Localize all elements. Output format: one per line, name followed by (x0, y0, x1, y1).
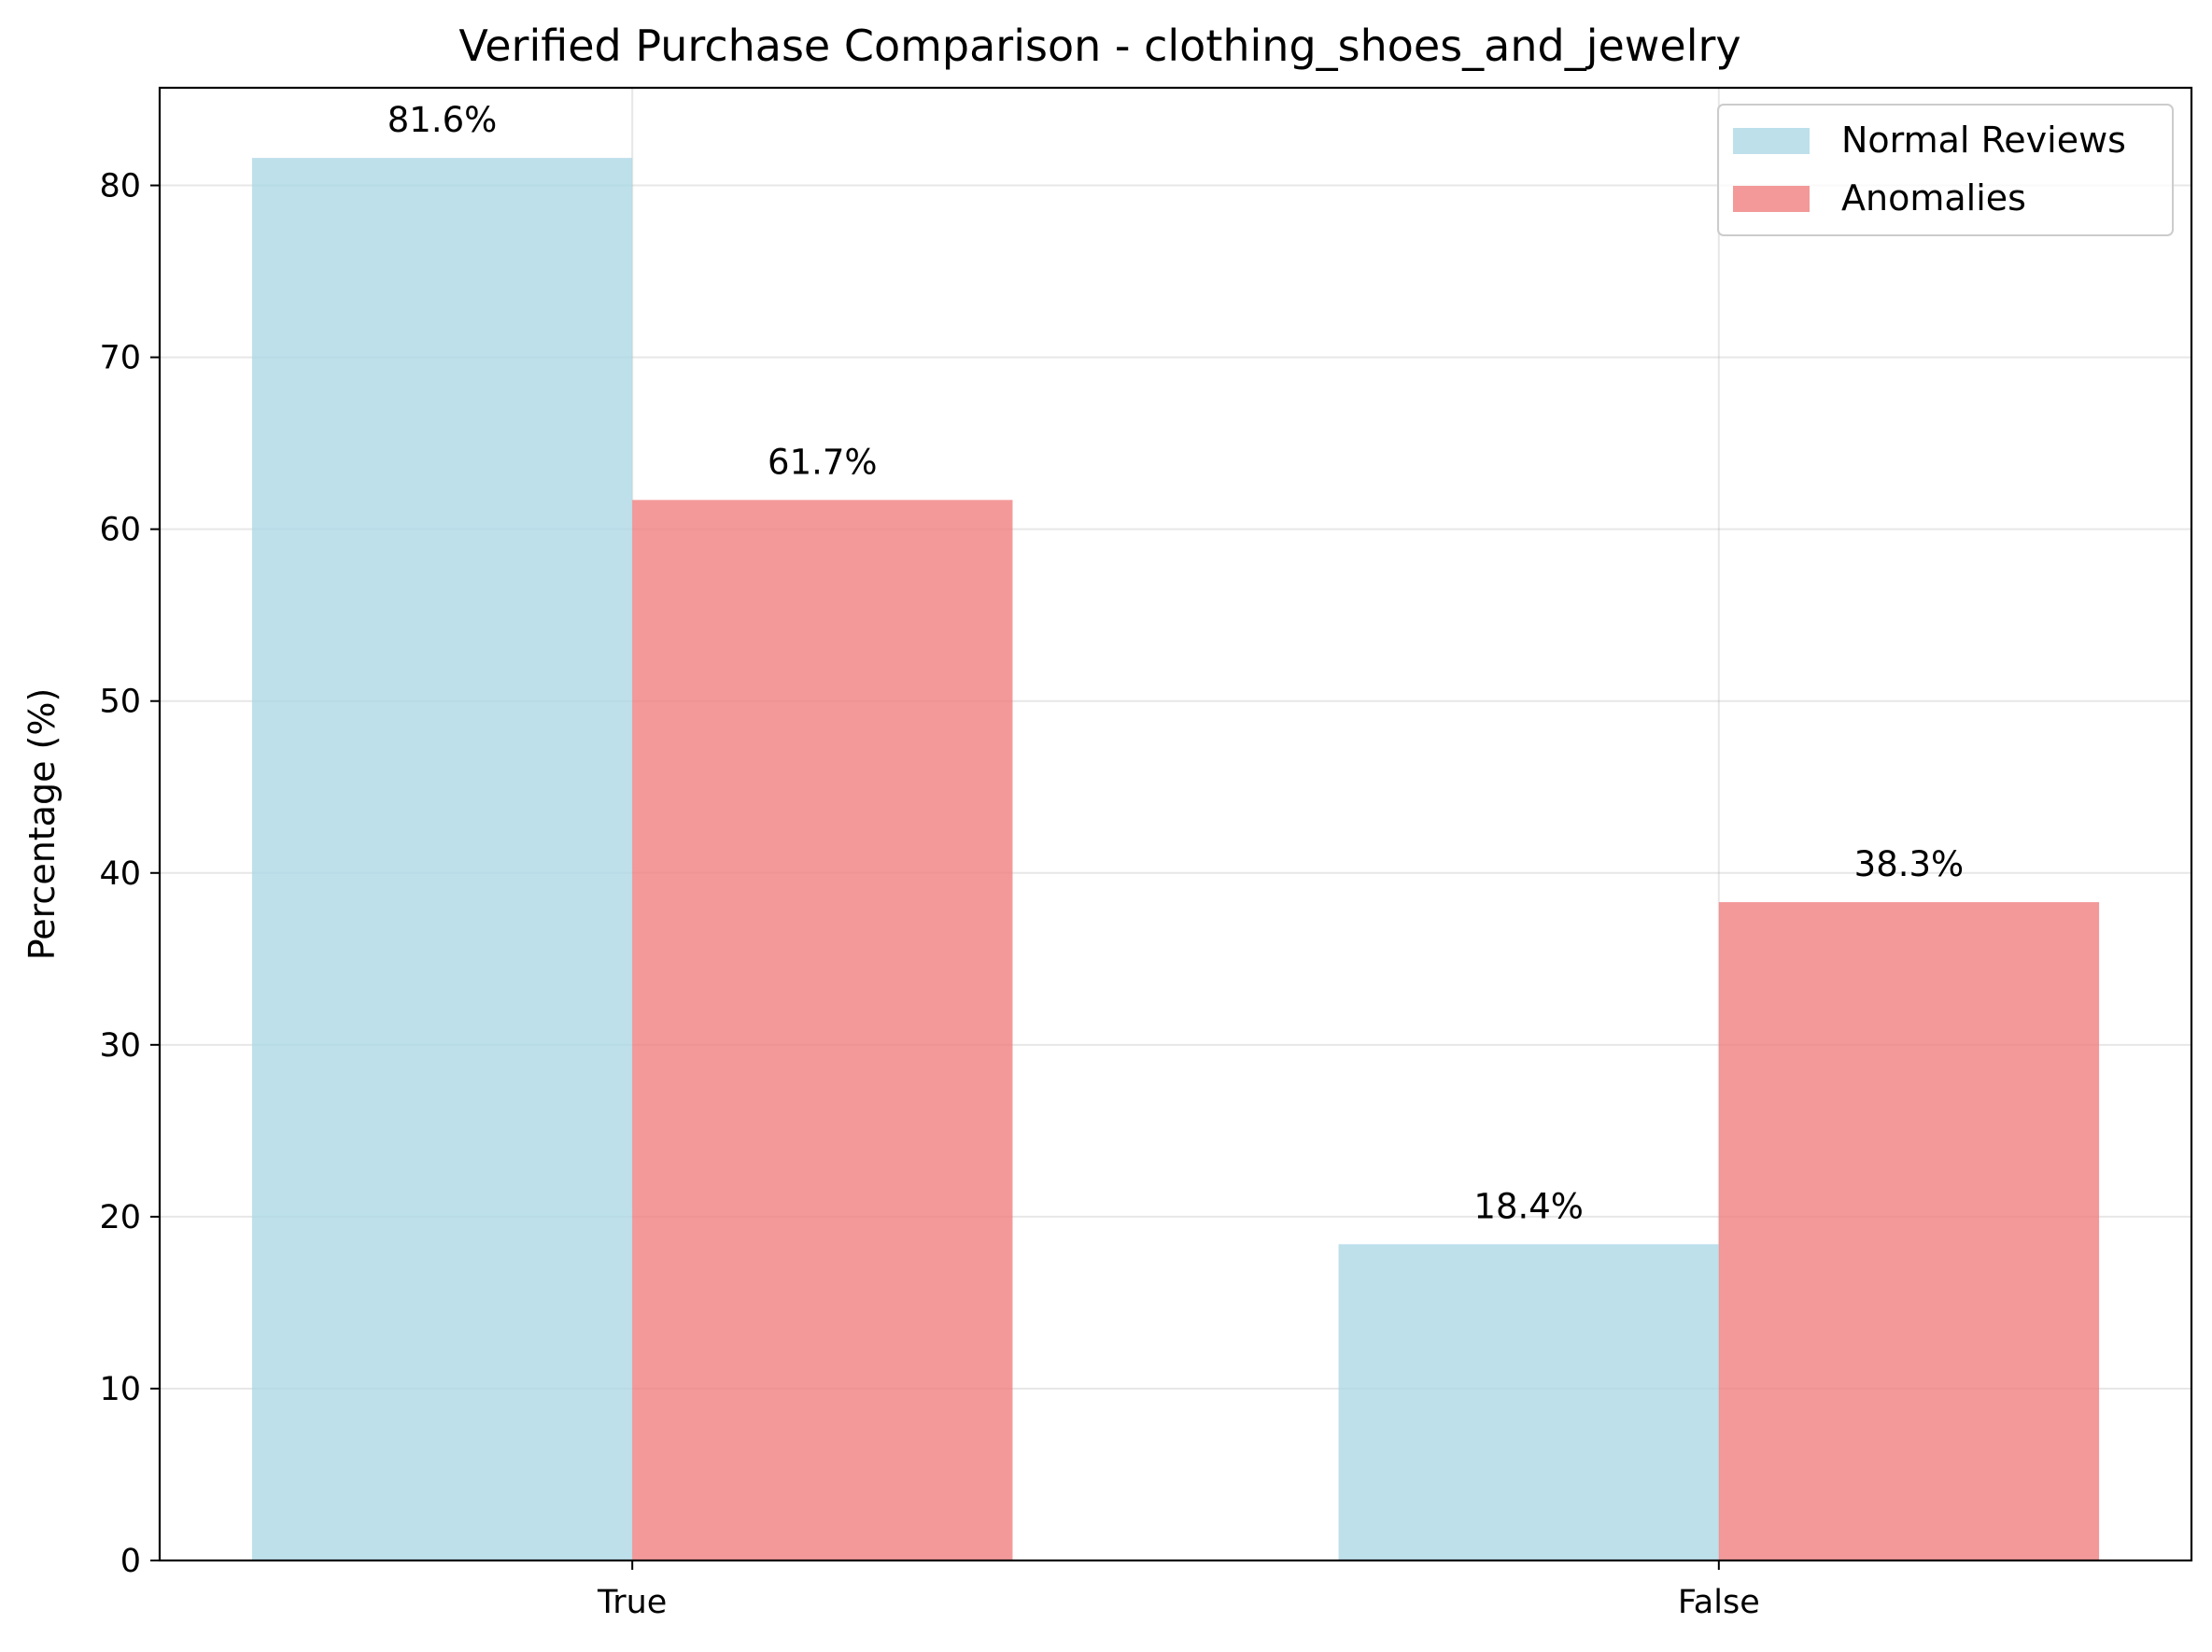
chart-title: Verified Purchase Comparison - clothing_… (458, 21, 1740, 71)
y-tick-label-0: 0 (120, 1543, 141, 1580)
x-tick-label-1: False (1678, 1584, 1760, 1621)
legend-label-anomalies: Anomalies (1841, 177, 2026, 219)
x-tick-label-0: True (597, 1584, 667, 1621)
y-tick-label-30: 30 (99, 1027, 141, 1065)
legend-swatch-normal-reviews (1733, 128, 1810, 154)
y-axis-label: Percentage (%) (21, 688, 63, 961)
bar-normal-reviews-1 (1338, 1244, 1719, 1560)
y-tick-label-80: 80 (99, 168, 141, 205)
y-tick-label-20: 20 (99, 1199, 141, 1236)
y-tick-label-50: 50 (99, 684, 141, 721)
data-labels: 81.6% 18.4% 61.7% 38.3% (387, 100, 1964, 1226)
bar-anomalies-0 (632, 500, 1013, 1560)
data-label-normal-reviews-1: 18.4% (1473, 1186, 1584, 1226)
bar-anomalies-1 (1718, 902, 2100, 1560)
plot-frame (158, 86, 2193, 1562)
legend-label-normal-reviews: Normal Reviews (1841, 120, 2126, 161)
y-tick-label-70: 70 (99, 340, 141, 377)
y-tick-label-60: 60 (99, 512, 141, 549)
data-label-anomalies-1: 38.3% (1854, 844, 1965, 884)
bars (251, 158, 2100, 1561)
x-axis: True False (597, 1560, 1760, 1621)
data-label-anomalies-0: 61.7% (768, 442, 878, 482)
data-label-normal-reviews-0: 81.6% (387, 100, 498, 140)
y-axis: 0 10 20 30 40 50 60 70 80 (99, 168, 160, 1580)
y-tick-label-40: 40 (99, 855, 141, 893)
legend-box (1717, 104, 2174, 236)
legend: Normal Reviews Anomalies (1717, 104, 2174, 236)
legend-swatch-anomalies (1733, 186, 1810, 212)
y-tick-label-10: 10 (99, 1371, 141, 1408)
bar-normal-reviews-0 (251, 158, 633, 1561)
